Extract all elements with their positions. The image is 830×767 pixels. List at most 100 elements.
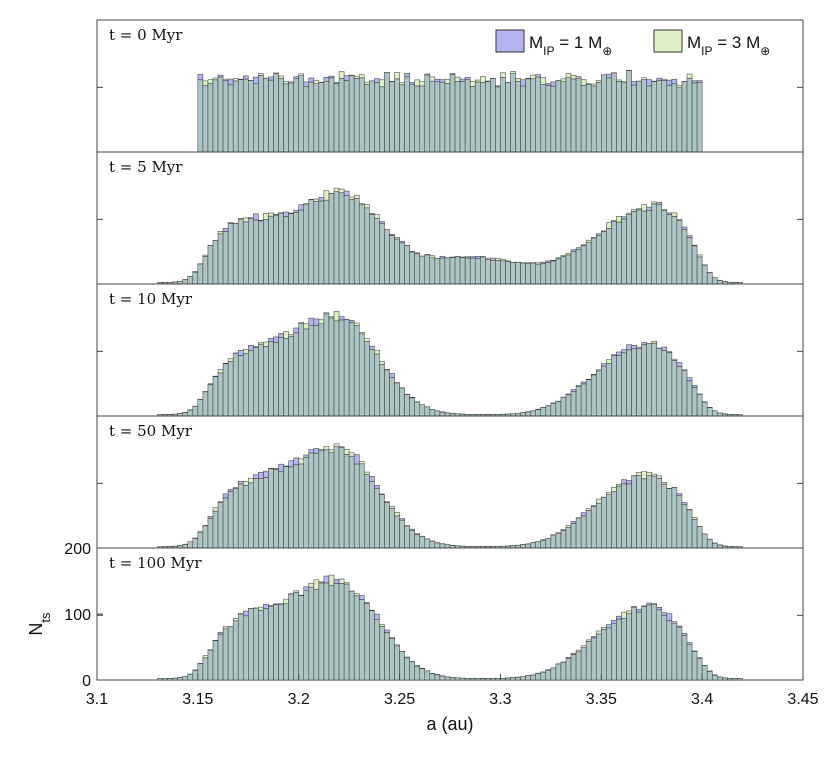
bar-overlap [207, 649, 214, 681]
bar-overlap [480, 256, 486, 285]
bar-overlap [419, 536, 426, 549]
bar-excess [580, 79, 587, 86]
bar-excess [414, 79, 420, 87]
bar-overlap [404, 76, 410, 153]
bar-overlap [590, 85, 597, 153]
bar-overlap [469, 678, 476, 681]
bar-excess [298, 204, 305, 211]
panel-label: t = 0 Myr [109, 26, 183, 44]
bar-excess [550, 81, 557, 87]
bar-overlap [621, 218, 627, 285]
bar-overlap [313, 325, 320, 417]
x-tick-label: 3.35 [586, 691, 617, 708]
bar-overlap [530, 410, 536, 417]
bar-excess [303, 323, 310, 330]
bar-overlap [535, 673, 542, 681]
x-tick-label: 3.4 [691, 691, 713, 708]
bar-overlap [323, 582, 330, 681]
bar-overlap [681, 635, 688, 681]
bar-excess [303, 454, 310, 458]
bar-excess [666, 212, 673, 215]
bar-overlap [384, 502, 390, 549]
bar-excess [217, 231, 224, 235]
bar-excess [656, 201, 663, 205]
bar-overlap [338, 447, 345, 549]
bar-excess [454, 76, 461, 82]
bar-overlap [681, 81, 688, 153]
bar-overlap [429, 541, 436, 549]
bar-overlap [434, 81, 441, 153]
bar-overlap [530, 78, 536, 153]
bar-excess [636, 472, 642, 476]
bar-excess [641, 204, 647, 212]
bar-excess [651, 473, 658, 477]
bar-overlap [288, 593, 294, 681]
bar-overlap [570, 78, 577, 153]
bar-overlap [550, 85, 557, 153]
bar-excess [419, 81, 426, 87]
bar-overlap [308, 324, 315, 417]
bar-overlap [217, 633, 224, 681]
bar-excess [389, 373, 395, 379]
bar-overlap [595, 633, 602, 681]
bar-overlap [283, 216, 289, 285]
bar-overlap [318, 582, 325, 681]
bar-excess [212, 507, 219, 512]
bar-overlap [671, 622, 678, 681]
bar-overlap [570, 391, 577, 417]
bar-overlap [409, 661, 415, 681]
bar-excess [661, 346, 668, 351]
bar-overlap [384, 632, 390, 681]
bar-overlap [308, 81, 315, 153]
bar-excess [459, 78, 466, 82]
bar-excess [626, 610, 632, 615]
bar-overlap [288, 213, 294, 285]
bar-overlap [570, 251, 577, 285]
bar-overlap [464, 79, 471, 153]
bar-overlap [485, 259, 491, 285]
bar-overlap [711, 542, 718, 549]
bar-overlap [338, 78, 345, 153]
bar-overlap [611, 623, 617, 681]
bar-excess [520, 79, 526, 87]
bar-excess [656, 475, 663, 479]
bar-overlap [722, 677, 728, 681]
bar-overlap [232, 223, 239, 285]
bar-excess [242, 481, 249, 486]
bar-overlap [404, 394, 410, 417]
bar-excess [646, 206, 652, 211]
bar-overlap [157, 678, 163, 681]
bar-overlap [575, 651, 582, 681]
bar-excess [399, 240, 405, 244]
bar-overlap [248, 482, 254, 549]
bar-overlap [313, 452, 320, 549]
bar-excess [318, 319, 325, 325]
bar-excess [616, 351, 622, 356]
bar-overlap [641, 344, 647, 417]
bar-overlap [540, 407, 547, 417]
bar-excess [570, 389, 577, 392]
bar-overlap [545, 262, 552, 285]
bar-overlap [379, 494, 385, 549]
bar-overlap [182, 279, 189, 285]
bar-overlap [530, 674, 536, 681]
bar-overlap [404, 657, 410, 681]
bar-overlap [590, 637, 597, 681]
bar-excess [263, 603, 269, 609]
bar-excess [353, 322, 360, 326]
bar-excess [217, 631, 224, 635]
bar-overlap [348, 199, 355, 285]
bar-excess [681, 502, 688, 506]
bar-overlap [500, 260, 506, 285]
bar-overlap [711, 410, 718, 417]
bar-overlap [207, 517, 214, 549]
bar-excess [283, 81, 289, 85]
bar-excess [495, 258, 501, 261]
bar-overlap [515, 81, 521, 153]
bar-overlap [207, 83, 214, 153]
bar-overlap [424, 538, 431, 549]
bar-excess [263, 213, 269, 220]
bar-overlap [323, 313, 330, 417]
bar-overlap [283, 338, 289, 417]
bar-excess [263, 470, 269, 478]
